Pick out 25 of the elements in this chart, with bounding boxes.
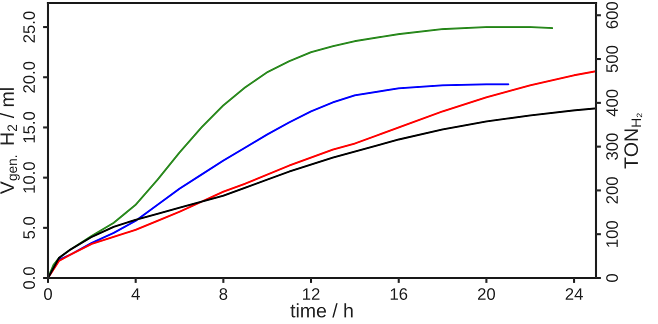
y2-tick-label: 500 (606, 46, 618, 72)
y-axis-title: V$_{gen.}$ H$_{2}$ / ml (0, 88, 20, 194)
line-series (48, 107, 596, 278)
y2-tick-label: 0 (606, 274, 618, 282)
y-tick-label: 10.0 (23, 162, 35, 193)
y2-tick-label: 400 (606, 90, 618, 116)
x-tick-label: 4 (131, 288, 140, 300)
y-tick-label: 25.0 (23, 12, 35, 42)
y-tick-label: 20.0 (23, 62, 35, 93)
x-tick-label: 12 (303, 288, 320, 300)
y-tick-label: 5.0 (23, 216, 35, 239)
x-tick-label: 24 (566, 288, 583, 300)
line-series (48, 70, 596, 278)
y2-tick-label: 200 (606, 177, 618, 204)
y2-tick-label: 600 (606, 2, 618, 28)
x-tick-label: 20 (478, 288, 496, 300)
x-tick-label: 0 (44, 288, 52, 300)
y-tick-label: 15.0 (23, 112, 35, 142)
y2-axis-title: TON$_{H₂}$ (624, 113, 642, 169)
x-axis-title: time / h (290, 303, 353, 318)
x-tick-label: 8 (219, 288, 228, 300)
y-tick-label: 0.0 (23, 267, 35, 289)
y2-tick-label: 100 (606, 220, 618, 247)
y2-tick-label: 300 (606, 133, 618, 160)
x-tick-label: 16 (390, 288, 408, 300)
